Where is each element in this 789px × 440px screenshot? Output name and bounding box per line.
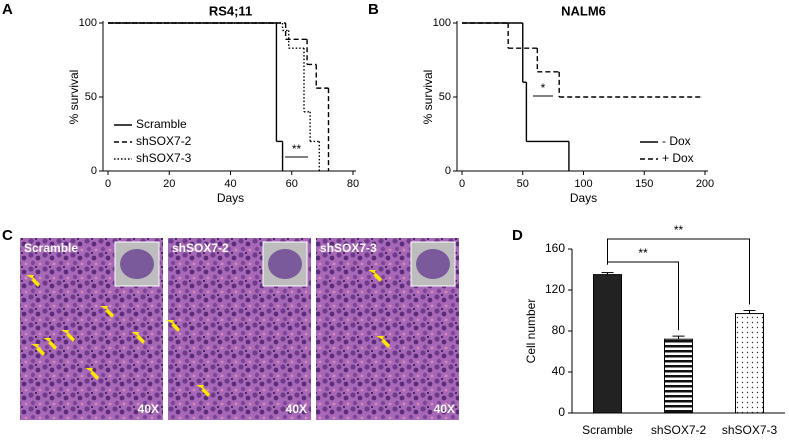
y-tick-label: 120 <box>545 282 565 296</box>
y-tick-label: 100 <box>433 17 451 29</box>
arrow <box>131 332 145 344</box>
y-tick-label: 100 <box>79 17 97 29</box>
inset-tissue <box>268 249 302 279</box>
y-tick-label: 40 <box>552 364 566 378</box>
x-tick-label: shSOX7-2 <box>651 423 707 437</box>
panel-letter: D <box>512 227 523 244</box>
x-axis-label: Days <box>217 191 244 205</box>
arrow <box>368 270 382 282</box>
legend-label: shSOX7-2 <box>136 134 192 148</box>
x-tick-label: Scramble <box>582 423 633 437</box>
legend-label: - Dox <box>662 134 691 148</box>
x-tick-label: 100 <box>574 178 592 190</box>
x-tick-label: 60 <box>286 178 298 190</box>
y-tick-label: 0 <box>445 165 451 177</box>
magnification: 40X <box>286 402 307 416</box>
bar <box>593 274 622 414</box>
x-tick-label: 0 <box>105 178 111 190</box>
y-axis-label: Cell number <box>524 299 538 364</box>
arrow <box>166 320 180 332</box>
x-tick-label: 0 <box>459 178 465 190</box>
inset-tissue <box>416 249 450 279</box>
arrow <box>100 306 114 318</box>
y-axis-label: % survival <box>421 70 435 125</box>
x-axis-label: Days <box>570 191 597 205</box>
arrow <box>61 330 75 342</box>
y-tick-label: 0 <box>91 165 97 177</box>
x-tick-label: 200 <box>696 178 714 190</box>
x-tick-label: 80 <box>347 178 359 190</box>
significance-label: ** <box>674 223 684 237</box>
magnification: 40X <box>434 402 455 416</box>
panel-letter: C <box>2 227 13 244</box>
y-tick-label: 0 <box>558 405 565 419</box>
bar <box>735 313 764 414</box>
significance-label: * <box>541 81 546 95</box>
arrow <box>85 368 99 380</box>
significance-label: ** <box>638 246 648 260</box>
micrographs: Scramble 40X shSOX7-2 40X shSOX7-3 40X <box>20 238 459 420</box>
magnification: 40X <box>138 402 159 416</box>
y-tick-label: 160 <box>545 241 565 255</box>
y-axis-label: % survival <box>67 70 81 125</box>
y-tick-label: 80 <box>552 323 566 337</box>
x-tick-label: 20 <box>163 178 175 190</box>
bar <box>664 338 693 414</box>
x-tick-label: 40 <box>224 178 236 190</box>
legend-label: Scramble <box>136 117 187 131</box>
arrow <box>43 338 57 350</box>
panel-letter: B <box>368 1 379 18</box>
legend-label: + Dox <box>662 151 694 165</box>
x-tick-label: 50 <box>517 178 529 190</box>
significance-label: ** <box>292 142 302 156</box>
x-tick-label: shSOX7-3 <box>722 423 778 437</box>
chart-title: NALM6 <box>561 3 606 18</box>
micrograph-label: shSOX7-3 <box>320 241 377 255</box>
arrow <box>376 336 390 348</box>
arrow <box>196 385 210 397</box>
y-tick-label: 50 <box>439 91 451 103</box>
arrow <box>31 344 45 356</box>
micrograph-label: Scramble <box>24 241 78 255</box>
y-tick-label: 50 <box>85 91 97 103</box>
inset-tissue <box>120 249 154 279</box>
micrograph-label: shSOX7-2 <box>172 241 229 255</box>
chart-title: RS4;11 <box>209 3 252 18</box>
x-tick-label: 150 <box>635 178 653 190</box>
arrow <box>26 275 40 287</box>
panel-letter: A <box>2 1 13 18</box>
significance-bracket <box>607 238 750 305</box>
legend-label: shSOX7-3 <box>136 151 192 165</box>
